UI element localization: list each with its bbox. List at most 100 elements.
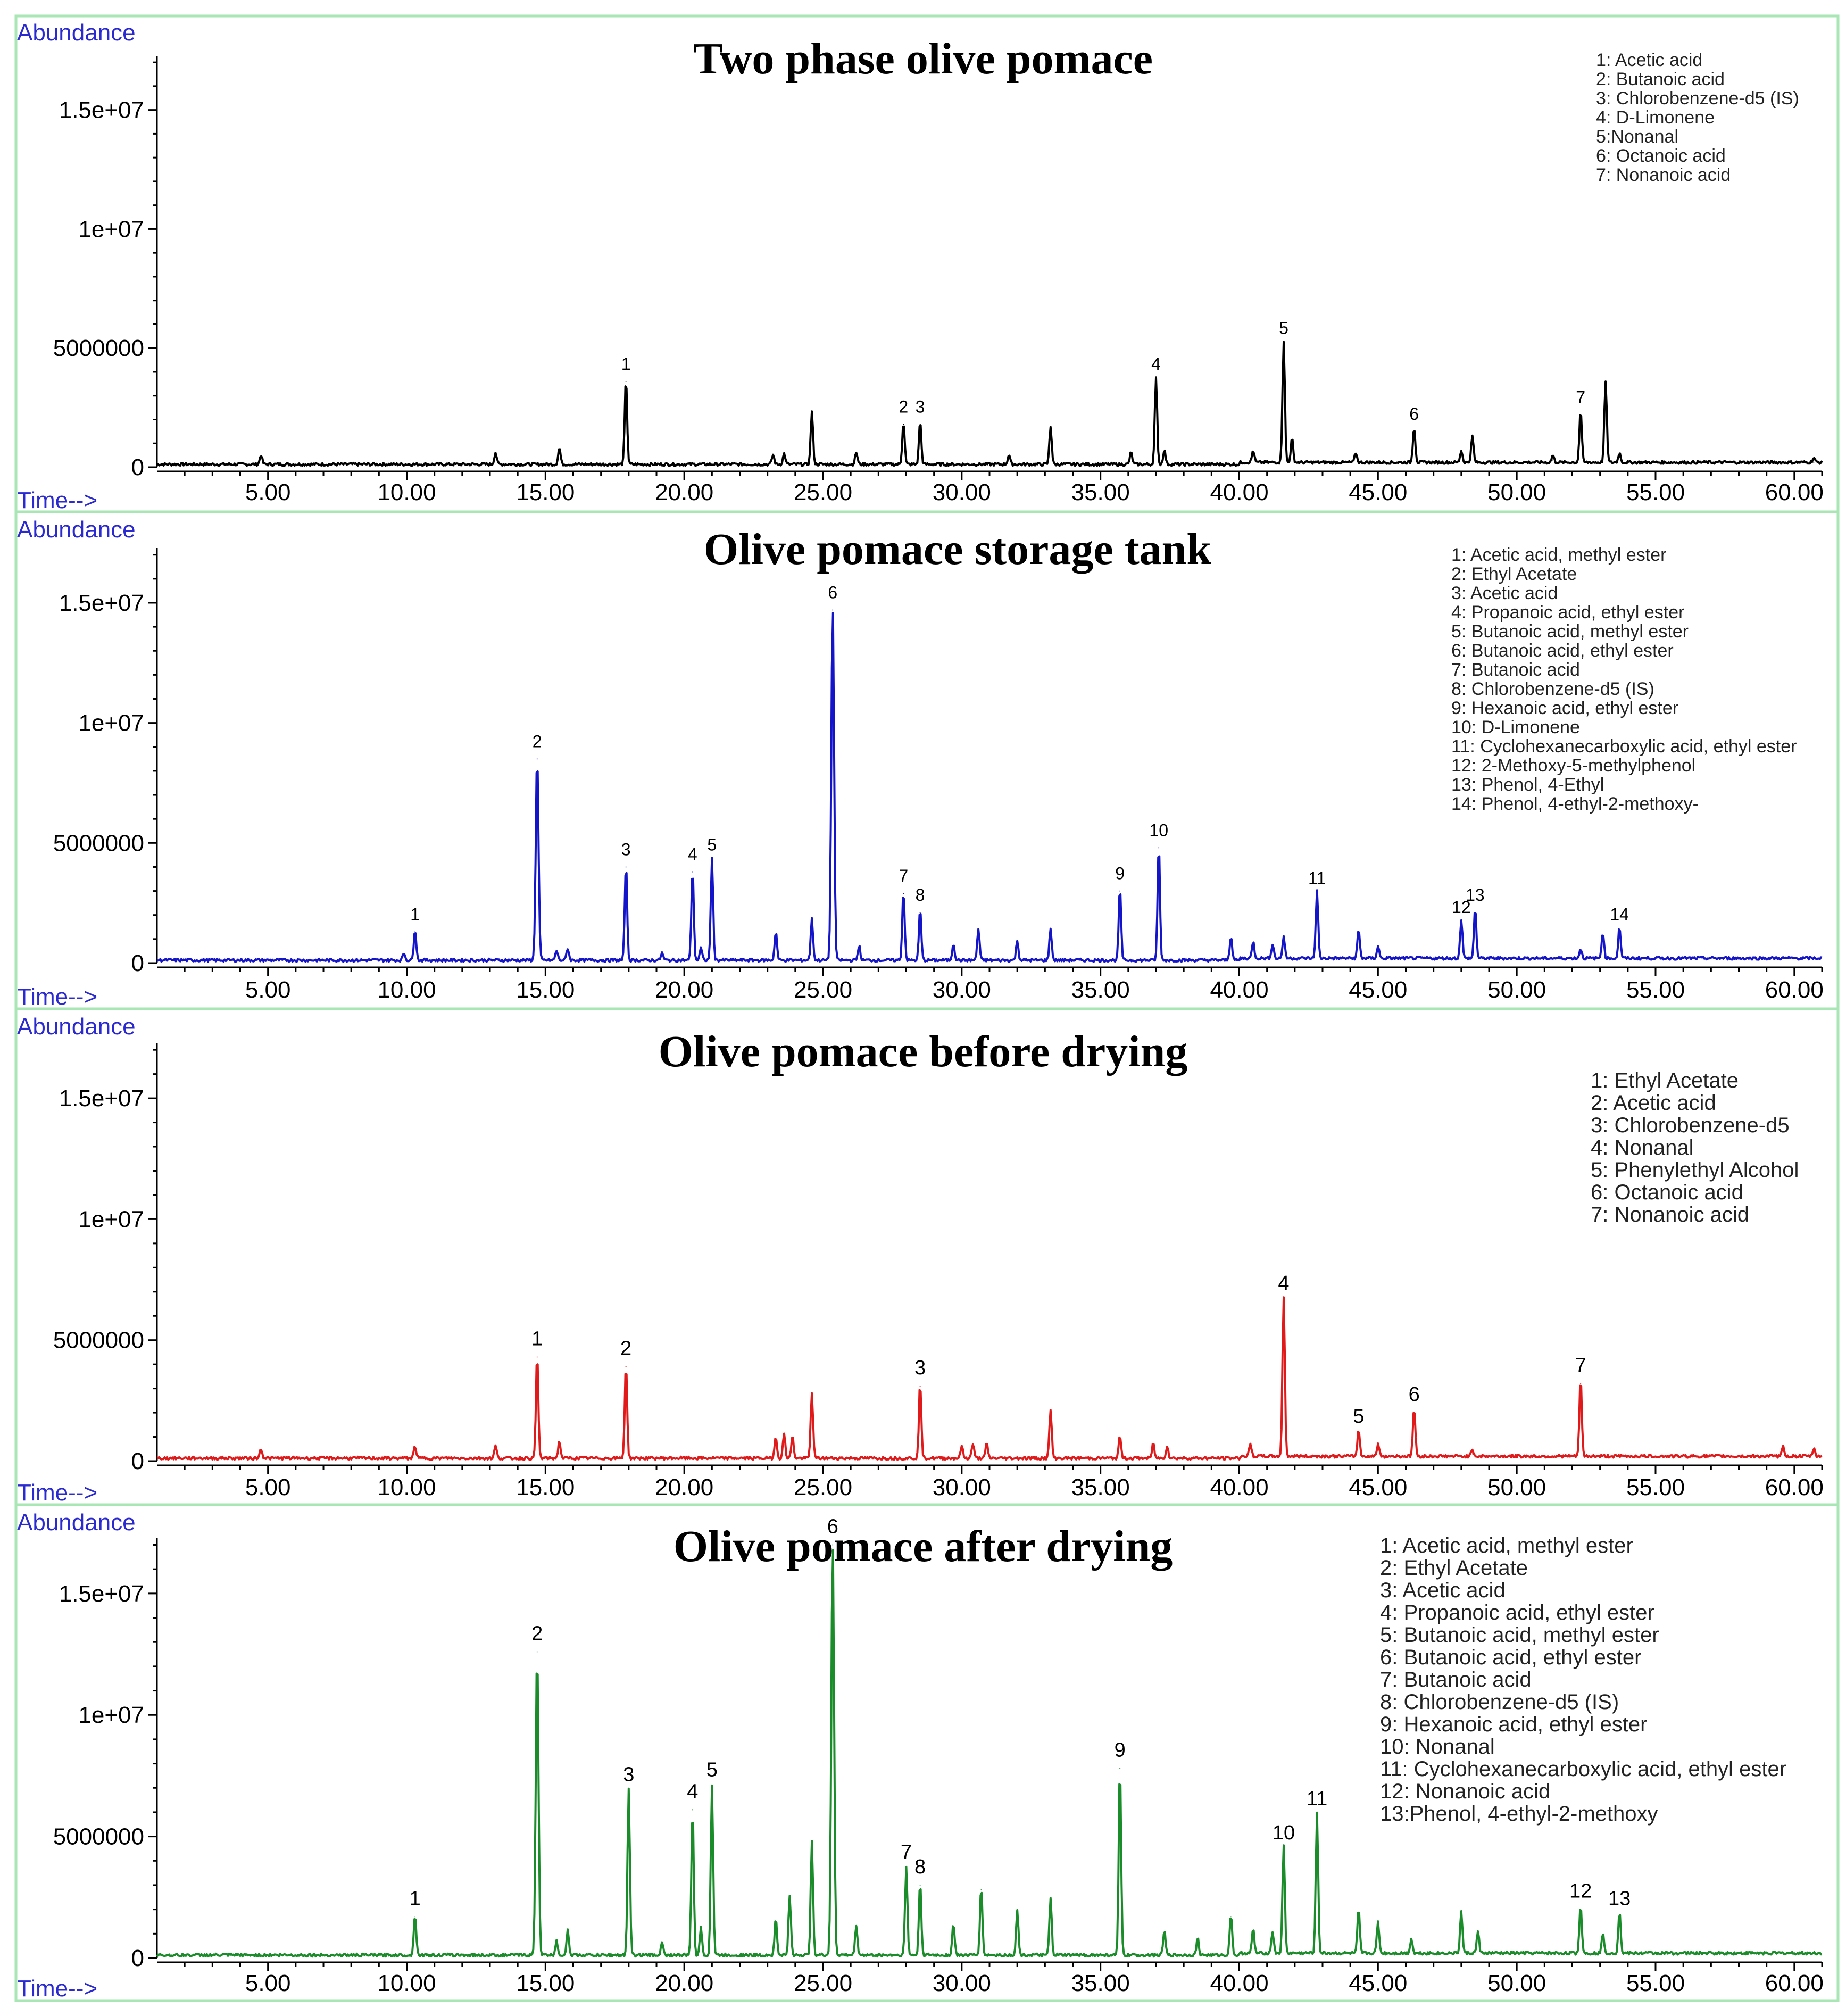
peak-point: [903, 424, 904, 425]
peak-label: 13: [1608, 1887, 1631, 1910]
y-tick-label: 5000000: [53, 335, 144, 361]
y-axis-label: Abundance: [17, 1509, 136, 1536]
peak-point: [559, 450, 560, 451]
peak-point: [789, 1899, 791, 1901]
peak-point: [1477, 1935, 1479, 1937]
x-tick-label: 25.00: [794, 479, 852, 505]
peak-point: [1355, 457, 1357, 459]
peak-point: [692, 1809, 693, 1811]
peak-point: [1158, 847, 1160, 849]
x-tick-label: 20.00: [655, 1970, 713, 1996]
y-tick-label: 1e+07: [78, 1702, 144, 1728]
peak-point: [559, 1443, 560, 1445]
peak-point: [1155, 380, 1157, 382]
panel-olive-pomace-after-drying: Abundance Time--> Olive pomace after dry…: [14, 1503, 1840, 2002]
peak-point: [414, 1916, 416, 1918]
peak-point: [811, 414, 813, 416]
y-axis-label: Abundance: [17, 20, 136, 46]
legend-entry: 10: D-Limonene: [1451, 717, 1580, 737]
x-tick-label: 5.00: [245, 1970, 291, 1996]
legend-entry: 3: Acetic acid: [1451, 583, 1558, 603]
peak-label: 3: [916, 397, 925, 416]
peak-label: 14: [1610, 905, 1629, 924]
legend-entry: 4: Nonanal: [1591, 1136, 1693, 1159]
x-tick-label: 35.00: [1071, 1474, 1130, 1500]
y-tick-label: 1e+07: [78, 216, 144, 242]
peak-point: [1580, 1383, 1582, 1384]
x-tick-label: 10.00: [377, 1474, 436, 1500]
legend-entry: 2: Acetic acid: [1591, 1091, 1716, 1115]
y-tick-label: 0: [131, 1945, 144, 1971]
peak-label: 3: [914, 1357, 926, 1379]
peak-point: [1272, 948, 1274, 949]
peak-point: [811, 1843, 813, 1845]
legend-entry: 13:Phenol, 4-ethyl-2-methoxy: [1380, 1802, 1658, 1826]
legend-entry: 6: Butanoic acid, ethyl ester: [1380, 1646, 1641, 1669]
chart-title: Olive pomace before drying: [659, 1027, 1188, 1076]
peak-point: [855, 1928, 857, 1930]
peak-point: [711, 1787, 713, 1789]
peak-point: [1474, 912, 1476, 914]
x-tick-label: 55.00: [1626, 1474, 1685, 1500]
legend-entry: 5: Butanoic acid, methyl ester: [1380, 1623, 1659, 1647]
peak-label: 10: [1149, 820, 1168, 840]
x-tick-label: 10.00: [377, 977, 436, 1003]
peak-point: [1460, 1916, 1462, 1918]
x-tick-label: 50.00: [1487, 479, 1546, 505]
x-tick-label: 45.00: [1349, 1474, 1407, 1500]
peak-point: [661, 1945, 663, 1947]
peak-point: [832, 1544, 834, 1546]
legend-entry: 9: Hexanoic acid, ethyl ester: [1380, 1713, 1647, 1736]
peak-point: [628, 1792, 629, 1794]
legend-entry: 12: 2-Methoxy-5-methylphenol: [1451, 756, 1695, 776]
peak-label: 7: [899, 866, 908, 885]
legend-entry: 11: Cyclohexanecarboxylic acid, ethyl es…: [1380, 1757, 1786, 1781]
legend-entry: 7: Nonanoic acid: [1591, 1203, 1749, 1226]
x-tick-label: 40.00: [1210, 977, 1268, 1003]
y-tick-label: 0: [131, 454, 144, 480]
chromatogram-trace: [156, 1549, 1823, 1958]
peak-point: [1605, 385, 1607, 387]
y-axis-label: Abundance: [17, 517, 136, 543]
y-tick-label: 5000000: [53, 830, 144, 856]
x-tick-label: 45.00: [1349, 1970, 1407, 1996]
x-tick-label: 60.00: [1765, 479, 1824, 505]
peak-point: [1119, 1768, 1121, 1769]
peak-point: [1377, 950, 1379, 952]
peak-point: [1813, 1453, 1815, 1455]
y-tick-label: 1e+07: [78, 1206, 144, 1232]
y-tick-label: 1e+07: [78, 710, 144, 736]
peak-point: [792, 1439, 793, 1440]
peak-point: [1460, 454, 1462, 456]
peak-point: [1197, 1940, 1199, 1942]
peak-point: [700, 950, 702, 952]
peak-point: [858, 948, 860, 949]
peak-point: [567, 950, 569, 952]
legend-entry: 5: Butanoic acid, methyl ester: [1451, 621, 1689, 642]
peak-label: 4: [687, 1780, 698, 1803]
peak-label: 2: [620, 1338, 631, 1360]
peak-point: [1410, 1943, 1412, 1944]
x-tick-label: 40.00: [1210, 479, 1268, 505]
peak-point: [1017, 1913, 1018, 1915]
panel-frame: [14, 14, 1840, 513]
peak-label: 10: [1273, 1822, 1295, 1844]
peak-point: [1460, 924, 1462, 925]
x-tick-label: 10.00: [377, 479, 436, 505]
peak-label: 8: [914, 1856, 926, 1878]
peak-point: [1050, 1412, 1051, 1414]
peak-point: [1283, 1851, 1284, 1852]
x-tick-label: 45.00: [1349, 977, 1407, 1003]
peak-point: [1316, 1816, 1318, 1818]
chart-title: Olive pomace after drying: [673, 1522, 1173, 1571]
peak-label: 7: [1576, 388, 1585, 407]
peak-label: 13: [1466, 885, 1485, 905]
peak-point: [625, 866, 627, 868]
legend-entry: 2: Butanoic acid: [1596, 69, 1725, 89]
peak-point: [1017, 943, 1018, 944]
x-axis-label: Time-->: [17, 984, 97, 1010]
x-tick-label: 55.00: [1626, 479, 1685, 505]
peak-point: [855, 454, 857, 456]
x-tick-label: 35.00: [1071, 1970, 1130, 1996]
